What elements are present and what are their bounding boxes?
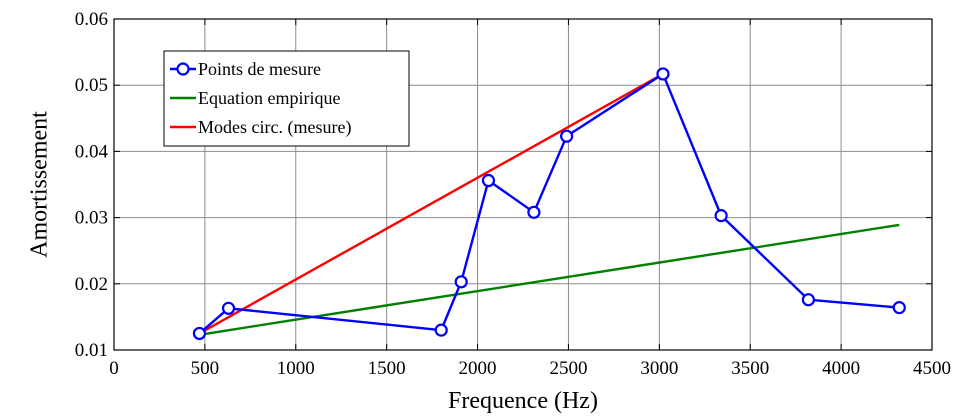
data-point [192,326,207,341]
x-axis-label: Frequence (Hz) [448,388,598,414]
series-line-2 [198,72,664,335]
y-tick-label: 0.04 [75,141,109,162]
x-tick-label: 3500 [731,358,769,379]
legend: Points de mesure Equation empirique Modes … [163,50,410,147]
y-tick-label: 0.02 [75,274,108,295]
x-tick-label: 1500 [368,358,406,379]
legend-label: Equation empirique [198,88,340,108]
data-point [801,293,815,307]
y-tick-label: 0.01 [75,340,108,361]
legend-label: Modes circ. (mesure) [198,117,351,138]
legend-items: Points de mesure Equation empirique Modes … [170,59,351,138]
x-tick-label: 0 [109,358,119,379]
data-point [714,209,728,223]
y-tick-label: 0.06 [75,9,108,30]
data-point [454,275,468,289]
plot-series [192,67,906,341]
data-point [434,323,448,337]
x-tick-label: 500 [191,358,220,379]
x-tick-label: 1000 [277,358,315,379]
y-tick-label: 0.05 [75,75,108,96]
plot-area-frame [113,18,933,351]
legend-box [163,50,410,147]
legend-marker [176,62,190,76]
x-axis-ticks: 0 500 1000 1500 2000 2500 3000 3500 4000 4500 [109,19,951,379]
legend-label: Points de mesure [198,59,321,79]
y-axis-ticks: 0.01 0.02 0.03 0.04 0.05 0.06 [75,9,932,361]
y-tick-label: 0.03 [75,208,108,229]
data-point [481,173,496,188]
data-point [527,205,541,219]
x-tick-label: 4500 [913,358,951,379]
x-tick-label: 2000 [459,358,497,379]
data-point [892,301,906,315]
x-tick-label: 2500 [549,358,587,379]
data-point [221,301,236,315]
y-axis-label: Amortissement [26,111,52,258]
data-point [656,67,670,81]
x-tick-label: 4000 [822,358,860,379]
data-point [560,129,574,143]
x-tick-label: 3000 [640,358,678,379]
